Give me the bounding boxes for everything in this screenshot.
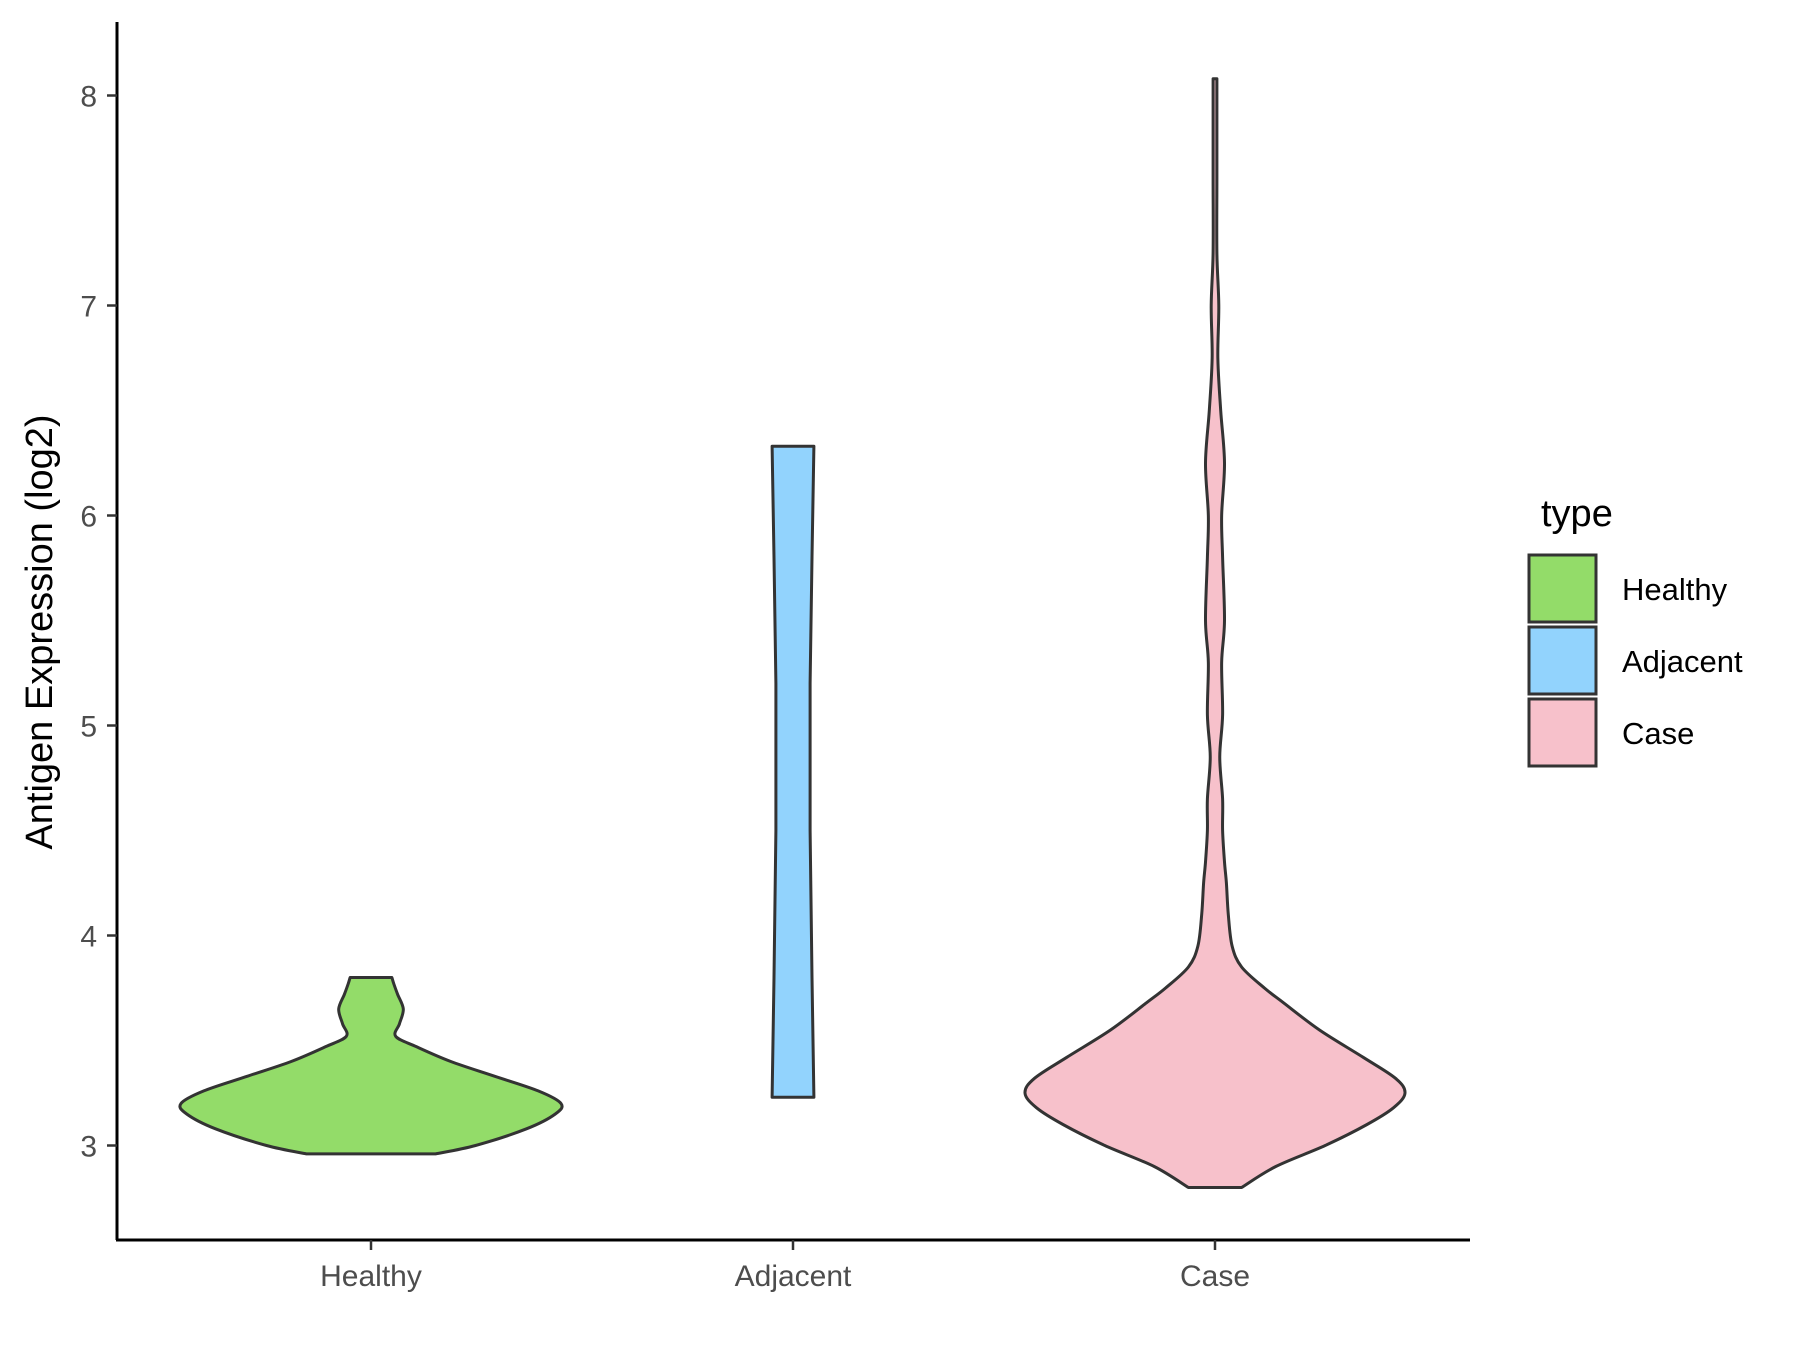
x-tick-label: Case: [1180, 1260, 1250, 1293]
x-tick-label: Adjacent: [735, 1260, 852, 1293]
y-axis-title: Antigen Expression (log2): [19, 414, 61, 849]
legend-title: type: [1541, 493, 1613, 535]
y-tick-label: 6: [80, 501, 97, 534]
legend-label-healthy: Healthy: [1622, 572, 1728, 607]
y-tick-label: 7: [80, 291, 97, 324]
legend: type Healthy Adjacent Case: [1527, 493, 1743, 768]
legend-label-adjacent: Adjacent: [1622, 644, 1743, 679]
y-tick-label: 8: [80, 81, 97, 114]
legend-key-case: [1527, 697, 1598, 768]
legend-label-case: Case: [1622, 716, 1694, 751]
y-tick-label: 5: [80, 711, 97, 744]
legend-key-healthy: [1527, 553, 1598, 624]
y-tick-label: 4: [80, 921, 97, 954]
legend-key-adjacent: [1527, 625, 1598, 696]
violin-adjacent: [770, 444, 816, 1099]
violin-layer: [178, 77, 1407, 1189]
y-tick-label: 3: [80, 1131, 97, 1164]
y-axis-ticks: 3 4 5 6 7 8: [80, 81, 117, 1164]
violin-healthy: [178, 976, 564, 1156]
violin-case: [1023, 77, 1407, 1189]
x-tick-label: Healthy: [320, 1260, 422, 1293]
x-axis-ticks: Healthy Adjacent Case: [320, 1240, 1250, 1293]
